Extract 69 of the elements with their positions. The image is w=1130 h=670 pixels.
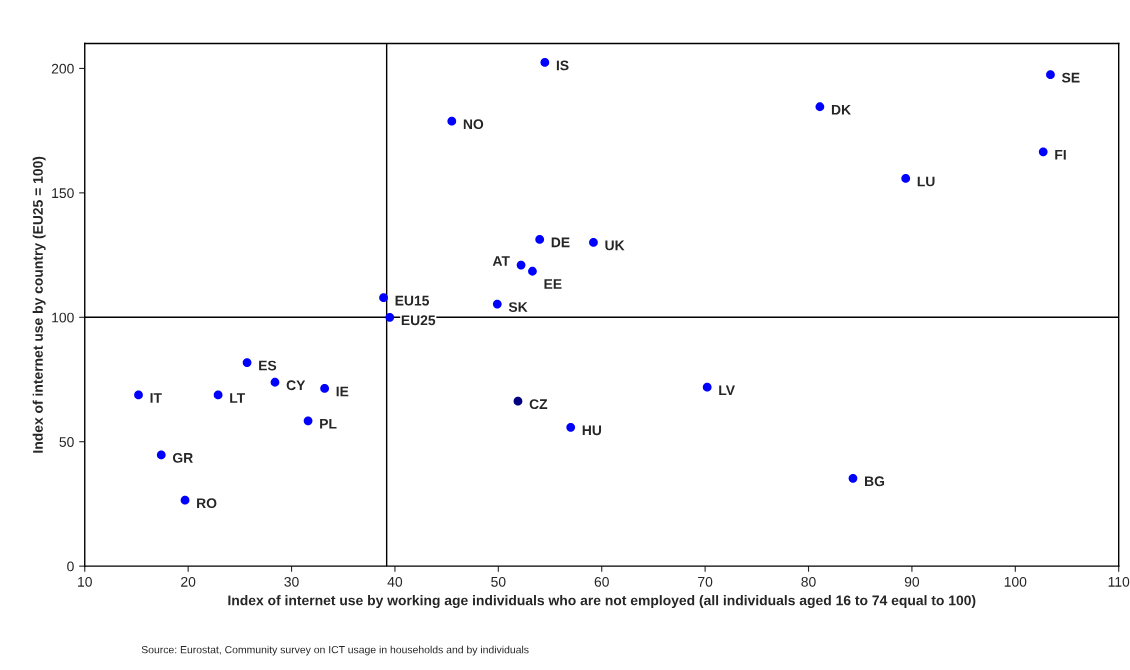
point <box>901 174 911 183</box>
annotation: FI <box>1055 150 1066 160</box>
annotation: IE <box>336 386 349 397</box>
annotation: SK <box>508 302 528 312</box>
x-tick-label: 90 <box>904 576 920 587</box>
annotation: AT <box>492 256 510 266</box>
point <box>513 396 523 406</box>
x-tick-label: 60 <box>594 576 609 587</box>
annotation: GR <box>172 452 193 463</box>
annotation: EE <box>544 279 562 289</box>
annotation: PL <box>320 419 337 429</box>
point <box>156 450 166 460</box>
point <box>180 495 190 505</box>
y-tick-label: 200 <box>51 63 74 74</box>
point <box>492 299 502 309</box>
point <box>535 235 545 244</box>
x-tick-label: 50 <box>491 576 506 587</box>
annotation: ES <box>259 360 277 371</box>
point <box>528 266 537 276</box>
point <box>589 238 598 247</box>
point <box>303 416 313 426</box>
point <box>379 293 388 303</box>
annotation: RO <box>197 498 217 509</box>
annotation: EU25 <box>401 315 436 326</box>
annotation: DE <box>551 237 570 248</box>
annotation: DK <box>831 104 851 115</box>
point <box>1046 70 1055 80</box>
y-axis-title: Index of internet use by country (EU25 = 100) <box>32 156 46 453</box>
annotation: CY <box>286 380 306 391</box>
point <box>213 390 223 400</box>
annotation: LT <box>230 393 246 403</box>
annotation: NO <box>463 119 484 130</box>
point <box>815 102 825 112</box>
point <box>848 473 858 483</box>
annotation: SE <box>1061 72 1080 83</box>
x-tick-label: 80 <box>801 576 816 587</box>
annotation: LV <box>719 385 735 395</box>
annotation: BG <box>865 476 885 487</box>
point <box>447 116 457 126</box>
y-tick-label: 0 <box>67 561 74 572</box>
x-tick-label: 40 <box>387 576 403 587</box>
y-tick-label: 150 <box>52 188 74 199</box>
point <box>566 422 576 432</box>
source-note: Source: Eurostat, Community survey on ICT usage in households and by individuals <box>141 645 529 656</box>
point <box>516 260 526 270</box>
point <box>540 58 550 67</box>
annotation: UK <box>605 240 625 251</box>
annotation: IS <box>556 60 569 71</box>
annotation: LU <box>917 176 935 187</box>
x-axis-title: Index of internet use by working age individuals who are not employed (all individuals aged 16 to 74 equal to 100) <box>228 595 976 609</box>
point <box>242 358 252 367</box>
point <box>1038 147 1048 157</box>
x-tick-label: 110 <box>1108 576 1130 587</box>
x-tick-label: 10 <box>78 576 92 587</box>
y-tick-label: 100 <box>52 312 74 323</box>
point <box>385 312 395 322</box>
x-tick-label: 20 <box>181 576 196 587</box>
point <box>270 377 280 387</box>
annotation: HU <box>582 425 602 436</box>
point <box>134 390 143 400</box>
point <box>320 384 330 393</box>
y-tick-label: 50 <box>59 437 74 447</box>
annotation: EU15 <box>395 295 430 306</box>
annotation: IT <box>150 393 162 403</box>
x-tick-label: 100 <box>1004 576 1027 587</box>
x-tick-label: 30 <box>284 576 299 587</box>
x-tick-label: 70 <box>698 576 713 587</box>
point <box>702 382 712 392</box>
annotation: CZ <box>529 399 548 410</box>
